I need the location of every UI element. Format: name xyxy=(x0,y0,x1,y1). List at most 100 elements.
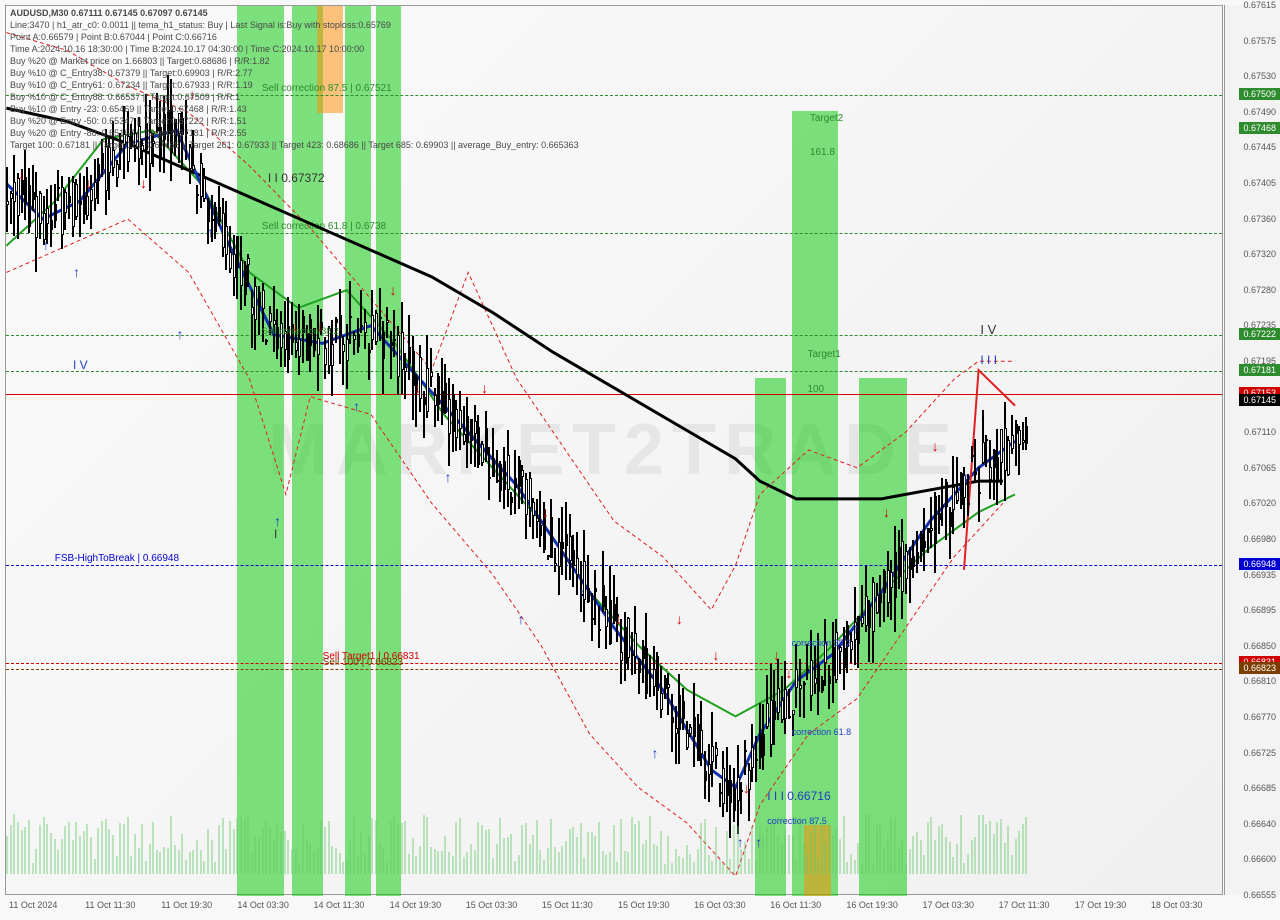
y-tick: 0.66725 xyxy=(1243,748,1276,758)
up-arrow-icon: ↑ xyxy=(177,326,184,342)
candle-wick xyxy=(430,348,432,387)
candle-wick xyxy=(1022,422,1024,450)
candle-body xyxy=(57,187,60,189)
candle-body xyxy=(638,659,641,672)
volume-bar xyxy=(952,857,954,874)
volume-bar xyxy=(167,848,169,874)
candle-body xyxy=(112,150,115,168)
line-label: FSB-HighToBreak | 0.66948 xyxy=(55,553,179,564)
candle-body xyxy=(967,503,970,505)
candle-wick xyxy=(32,165,34,211)
candle-wick xyxy=(273,286,275,352)
candle-body xyxy=(116,164,119,177)
price-box: 0.67222 xyxy=(1239,328,1280,340)
candle-body xyxy=(938,513,941,520)
info-line: Buy %20 @ Market price on 1.66803 || Tar… xyxy=(10,56,270,68)
candle-body xyxy=(554,563,557,567)
volume-bar xyxy=(686,845,688,874)
volume-bar xyxy=(996,822,998,874)
volume-bar xyxy=(437,851,439,874)
volume-bar xyxy=(134,834,136,874)
candle-body xyxy=(474,421,477,434)
up-arrow-icon: ↑ xyxy=(73,264,80,280)
up-arrow-icon: ↑ xyxy=(578,585,585,601)
chart-area[interactable]: MARKET2TRADE Sell correction 87.5 | 0.67… xyxy=(5,5,1223,895)
volume-bar xyxy=(218,825,220,874)
volume-bar xyxy=(401,823,403,874)
volume-bar xyxy=(594,836,596,874)
y-tick: 0.67530 xyxy=(1243,71,1276,81)
candle-body xyxy=(1022,440,1025,443)
y-tick: 0.67320 xyxy=(1243,249,1276,259)
candle-body xyxy=(521,470,524,477)
volume-bar xyxy=(423,815,425,874)
candle-body xyxy=(64,192,67,213)
candle-body xyxy=(631,654,634,656)
candle-body xyxy=(75,184,78,217)
volume-bar xyxy=(284,831,286,874)
candle-body xyxy=(452,394,455,432)
volume-bar xyxy=(1025,817,1027,874)
candle-body xyxy=(1000,429,1003,464)
candle-body xyxy=(624,627,627,664)
candle-wick xyxy=(390,331,392,380)
volume-bar xyxy=(222,818,224,874)
volume-bar xyxy=(481,825,483,874)
down-arrow-icon: ↓ xyxy=(85,175,92,191)
candle-body xyxy=(715,748,718,756)
down-arrow-icon: ↓ xyxy=(542,504,549,520)
candle-wick xyxy=(554,548,556,572)
y-tick: 0.67575 xyxy=(1243,36,1276,46)
candle-body xyxy=(697,724,700,761)
candle-body xyxy=(755,759,758,761)
volume-bar xyxy=(788,835,790,874)
volume-bar xyxy=(229,821,231,874)
candle-body xyxy=(331,344,334,365)
volume-bar xyxy=(156,850,158,874)
volume-bar xyxy=(397,824,399,874)
volume-bar xyxy=(448,852,450,874)
chart-label: correction 38.2 xyxy=(792,638,852,648)
volume-bar xyxy=(934,840,936,874)
candle-body xyxy=(97,164,100,181)
volume-bar xyxy=(485,830,487,874)
candle-body xyxy=(817,665,820,692)
info-line: Buy %10 @ C_Entry88: 0.66537 || Target:0… xyxy=(10,92,240,104)
candle-body xyxy=(466,416,469,444)
chart-label: Sell correction 38.2 xyxy=(262,326,339,336)
info-line: Buy %20 @ Entry -88: 0.65167 || Target:0… xyxy=(10,128,247,140)
volume-bar xyxy=(463,857,465,874)
candle-body xyxy=(43,213,46,240)
candle-body xyxy=(956,492,959,501)
volume-bar xyxy=(240,815,242,874)
candle-body xyxy=(507,455,510,489)
volume-bar xyxy=(328,821,330,874)
candle-body xyxy=(762,734,765,756)
up-arrow-icon: ↑ xyxy=(518,611,525,627)
price-box: 0.67145 xyxy=(1239,394,1280,406)
volume-bar xyxy=(675,849,677,874)
volume-bar xyxy=(1007,826,1009,874)
candle-body xyxy=(196,194,199,196)
volume-bar xyxy=(412,838,414,874)
volume-bar xyxy=(335,848,337,874)
chart-container: MARKET2TRADE Sell correction 87.5 | 0.67… xyxy=(0,0,1280,920)
volume-bar xyxy=(507,837,509,874)
volume-bar xyxy=(408,854,410,874)
volume-bar xyxy=(32,863,34,875)
candle-body xyxy=(463,434,466,443)
candle-body xyxy=(379,317,382,319)
volume-bar xyxy=(247,816,249,874)
volume-bar xyxy=(872,863,874,874)
candle-wick xyxy=(890,560,892,620)
candle-body xyxy=(653,669,656,688)
candle-body xyxy=(879,594,882,603)
candle-wick xyxy=(50,185,52,247)
candle-body xyxy=(989,467,992,480)
chart-label: I I 0.67372 xyxy=(268,171,325,185)
candle-body xyxy=(934,496,937,544)
volume-bar xyxy=(79,836,81,875)
volume-bar xyxy=(971,840,973,874)
down-arrow-icon: ↓ xyxy=(773,647,780,663)
volume-bar xyxy=(211,840,213,874)
